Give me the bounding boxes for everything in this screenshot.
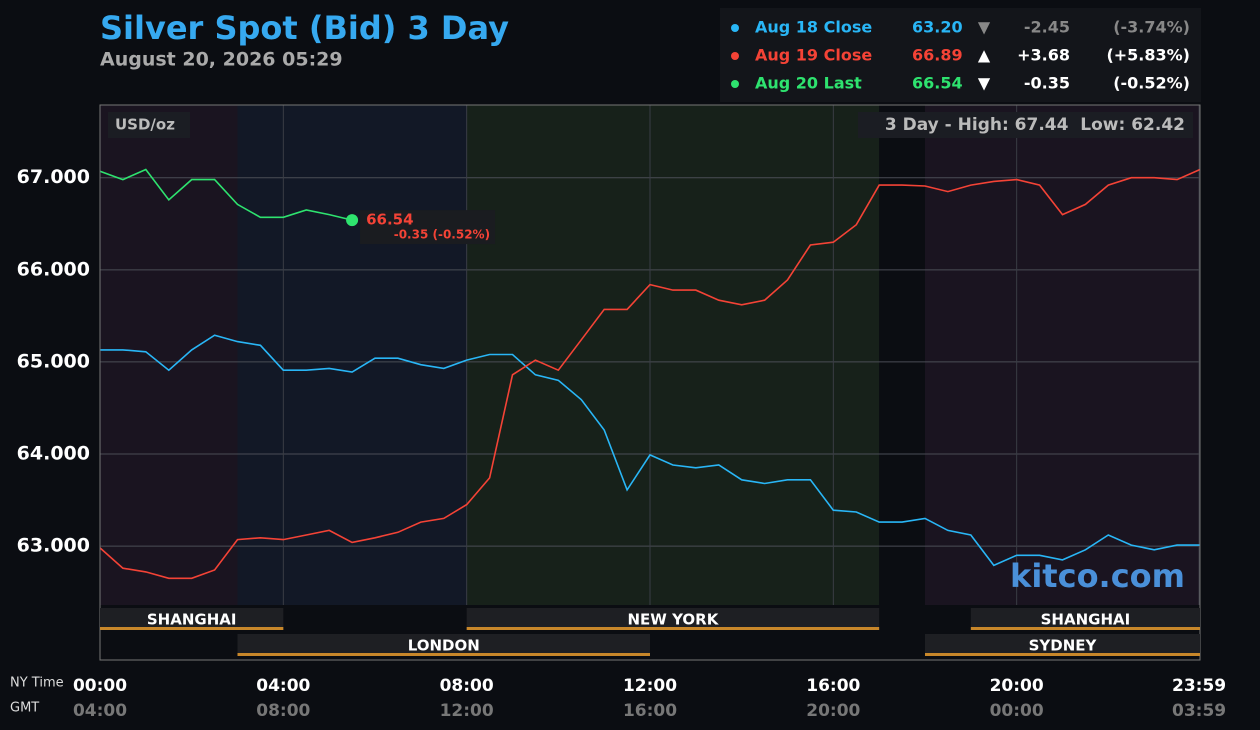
x-tick-label: 04:00 bbox=[256, 676, 310, 696]
legend-dot bbox=[731, 24, 739, 32]
legend-change: -0.35 bbox=[1024, 74, 1070, 93]
last-point bbox=[346, 214, 359, 227]
x2-axis-label: GMT bbox=[10, 701, 39, 716]
session-underline bbox=[925, 653, 1200, 656]
plot-frame bbox=[99, 104, 1201, 661]
session-label: LONDON bbox=[408, 637, 480, 655]
legend-close: 66.89 bbox=[912, 46, 963, 65]
legend-change-pct: (-3.74%) bbox=[1113, 18, 1190, 37]
watermark: kitco.com bbox=[1010, 557, 1185, 595]
session-region bbox=[100, 105, 238, 605]
legend-name: Aug 19 Close bbox=[755, 46, 872, 65]
legend-change: +3.68 bbox=[1017, 46, 1070, 65]
x2-tick-label: 12:00 bbox=[440, 701, 494, 721]
legend-box bbox=[720, 8, 1201, 102]
session-bar bbox=[100, 608, 284, 630]
x-tick-label: 23:59 bbox=[1172, 676, 1226, 696]
legend-close: 66.54 bbox=[912, 74, 963, 93]
legend-dot bbox=[731, 52, 739, 60]
session-region bbox=[879, 105, 925, 605]
session-underline bbox=[100, 627, 284, 630]
price-line bbox=[99, 168, 1201, 580]
chart-subtitle: August 20, 2026 05:29 bbox=[100, 49, 343, 71]
range-box bbox=[858, 112, 1193, 138]
session-bar bbox=[925, 634, 1200, 656]
session-underline bbox=[466, 627, 880, 630]
session-underline bbox=[237, 653, 650, 656]
legend-change-pct: (-0.52%) bbox=[1113, 74, 1190, 93]
price-line bbox=[100, 334, 1200, 567]
session-bar bbox=[970, 608, 1200, 630]
legend-close: 63.20 bbox=[912, 18, 963, 37]
y-tick-label: 63.000 bbox=[17, 535, 90, 557]
legend-name: Aug 20 Last bbox=[755, 74, 862, 93]
x2-tick-label: 20:00 bbox=[806, 701, 860, 721]
session-bar bbox=[237, 634, 650, 656]
last-change-label: -0.35 (-0.52%) bbox=[394, 228, 490, 242]
y-tick-label: 64.000 bbox=[17, 442, 90, 464]
legend-change: -2.45 bbox=[1024, 18, 1070, 37]
x-tick-label: 12:00 bbox=[623, 676, 677, 696]
session-bar bbox=[466, 608, 880, 630]
x-tick-label: 00:00 bbox=[73, 676, 127, 696]
session-label: SHANGHAI bbox=[1041, 611, 1131, 629]
legend-arrow: ▼ bbox=[978, 18, 991, 37]
x2-tick-label: 08:00 bbox=[256, 701, 310, 721]
range-label: 3 Day - High: 67.44 Low: 62.42 bbox=[885, 115, 1185, 135]
legend-change-pct: (+5.83%) bbox=[1106, 46, 1190, 65]
y-tick-label: 66.000 bbox=[17, 258, 90, 280]
y-tick-label: 67.000 bbox=[17, 166, 90, 188]
legend-dot bbox=[731, 80, 739, 88]
unit-label: USD/oz bbox=[115, 116, 175, 134]
chart-title: Silver Spot (Bid) 3 Day bbox=[100, 9, 509, 47]
x-tick-label: 08:00 bbox=[440, 676, 494, 696]
session-region bbox=[466, 105, 880, 605]
x-tick-label: 20:00 bbox=[990, 676, 1044, 696]
session-region bbox=[237, 105, 467, 605]
x2-tick-label: 16:00 bbox=[623, 701, 677, 721]
price-line bbox=[99, 168, 353, 221]
session-label: SYDNEY bbox=[1029, 637, 1098, 655]
legend-arrow: ▲ bbox=[978, 46, 991, 65]
x2-tick-label: 04:00 bbox=[73, 701, 127, 721]
legend-arrow: ▼ bbox=[978, 74, 991, 93]
regions bbox=[100, 105, 1200, 605]
session-region bbox=[925, 105, 1200, 605]
y-tick-label: 65.000 bbox=[17, 350, 90, 372]
x-axis-label: NY Time bbox=[10, 676, 64, 691]
x2-tick-label: 03:59 bbox=[1172, 701, 1226, 721]
x2-tick-label: 00:00 bbox=[990, 701, 1044, 721]
lines bbox=[99, 168, 1201, 580]
last-value-label: 66.54 bbox=[366, 211, 413, 229]
x-tick-label: 16:00 bbox=[806, 676, 860, 696]
session-label: NEW YORK bbox=[628, 611, 720, 629]
session-label: SHANGHAI bbox=[147, 611, 237, 629]
last-label-box bbox=[360, 210, 496, 245]
legend-name: Aug 18 Close bbox=[755, 18, 872, 37]
session-underline bbox=[970, 627, 1200, 630]
unit-box bbox=[108, 112, 190, 138]
